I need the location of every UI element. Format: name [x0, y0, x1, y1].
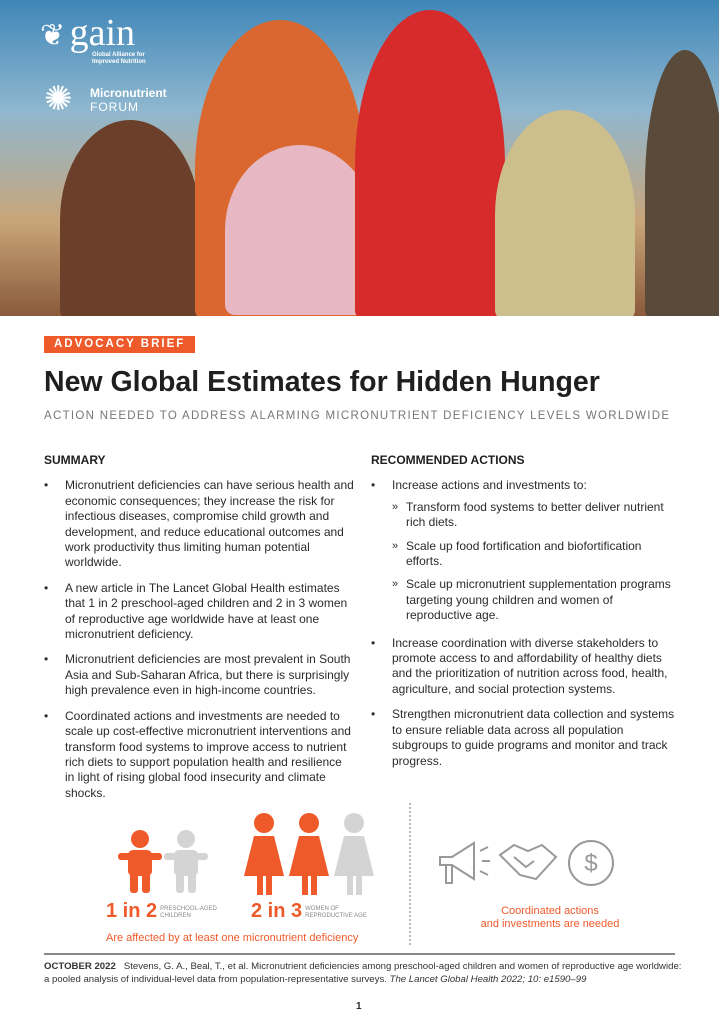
women-stat: 2 in 3 WOMEN OF REPRODUCTIVE AGE [251, 900, 367, 922]
action-item: Increase coordination with diverse stake… [371, 636, 676, 698]
child-icon-unaffected [164, 830, 208, 893]
summary-section: SUMMARY Micronutrient deficiencies can h… [44, 453, 354, 811]
actions-heading: RECOMMENDED ACTIONS [371, 453, 525, 467]
footer-rule [44, 953, 675, 955]
recommended-actions-section: RECOMMENDED ACTIONS Increase actions and… [371, 453, 676, 779]
woman-icon-affected [289, 813, 329, 895]
svg-text:$: $ [584, 850, 597, 877]
gain-logo: ❦ gain Global Alliance for Improved Nutri… [40, 12, 146, 65]
action-item: Increase actions and investments to: [371, 478, 676, 494]
summary-item: Micronutrient deficiencies can have seri… [44, 478, 354, 570]
micronutrient-forum-logo: ✺ Micronutrient FORUM [44, 80, 167, 118]
action-subitem: Scale up food fortification and bioforti… [371, 539, 676, 570]
page-title: New Global Estimates for Hidden Hunger [44, 366, 600, 398]
woman-icon-unaffected [334, 813, 374, 895]
woman-icon-affected [244, 813, 284, 895]
megaphone-icon [439, 841, 490, 884]
wheat-bowl-icon: ❦ [40, 19, 66, 52]
handshake-icon [498, 843, 558, 881]
people-icons: $ [118, 813, 614, 895]
affected-caption: Are affected by at least one micronutrie… [106, 932, 359, 944]
page-number: 1 [356, 1001, 362, 1012]
divider [409, 803, 411, 945]
child-icon-affected [118, 830, 162, 893]
action-subitem: Scale up micronutrient supplementation p… [371, 577, 676, 623]
action-item: Strengthen micronutrient data collection… [371, 707, 676, 769]
summary-heading: SUMMARY [44, 453, 106, 467]
action-subitem: Transform food systems to better deliver… [371, 500, 676, 531]
summary-item: A new article in The Lancet Global Healt… [44, 581, 354, 643]
advocacy-brief-badge: ADVOCACY BRIEF [44, 336, 196, 353]
citation: OCTOBER 2022 Stevens, G. A., Beal, T., e… [44, 961, 682, 985]
page-subtitle: ACTION NEEDED TO ADDRESS ALARMING MICRON… [44, 410, 671, 422]
globe-wheel-icon: ✺ [44, 80, 73, 118]
summary-item: Coordinated actions and investments are … [44, 709, 354, 801]
coordinated-caption: Coordinated actions and investments are n… [480, 905, 620, 930]
hero-photo: ❦ gain Global Alliance for Improved Nutri… [0, 0, 719, 316]
dollar-icon: $ [568, 840, 614, 886]
summary-item: Micronutrient deficiencies are most prev… [44, 652, 354, 698]
children-stat: 1 in 2 PRESCHOOL-AGED CHILDREN [106, 900, 217, 922]
infographic: $ 1 in 2 PRESCHOOL-AGED CHILDREN 2 in 3 WOM… [0, 805, 719, 950]
